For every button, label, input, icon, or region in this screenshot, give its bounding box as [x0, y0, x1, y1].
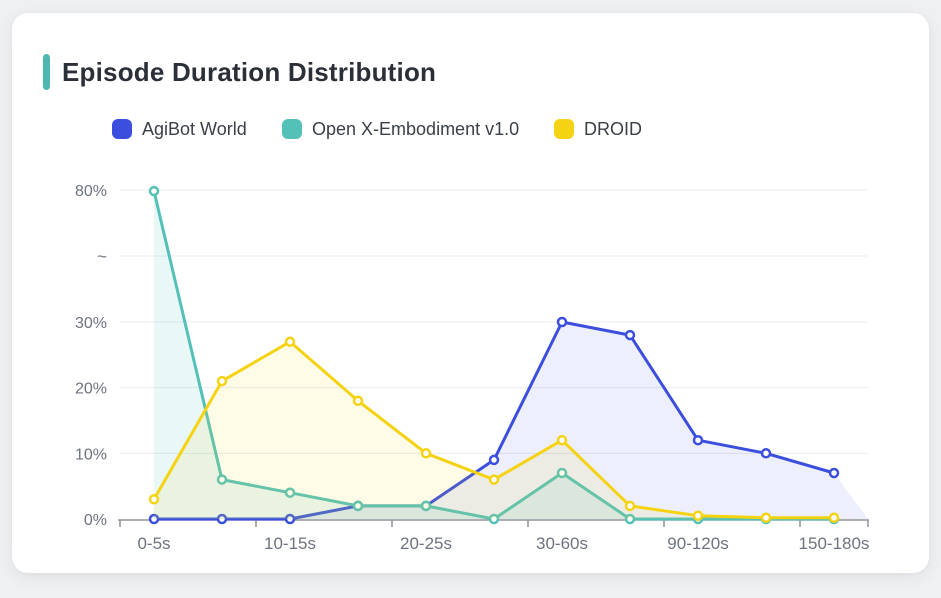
- legend-label-droid: DROID: [584, 118, 642, 139]
- page-title: Episode Duration Distribution: [62, 57, 437, 87]
- legend-label-agibot-world: AgiBot World: [142, 118, 247, 139]
- svg-text:10-15s: 10-15s: [264, 534, 316, 553]
- chart-canvas[interactable]: 0% 10% 20% 30% ~80% 0-5s 10-15s 20-25s 30-60s 90-…: [12, 13, 929, 573]
- legend-swatch-agibot-world: [112, 119, 132, 139]
- area-open-x-embodiment-v1-0: [154, 191, 868, 519]
- svg-text:0-5s: 0-5s: [137, 534, 170, 553]
- svg-text:~: ~: [97, 247, 107, 266]
- points-open-x-embodiment-v1-0: [148, 185, 840, 525]
- svg-text:30-60s: 30-60s: [536, 534, 588, 553]
- card-header: Episode Duration Distribution: [43, 53, 436, 91]
- svg-text:20%: 20%: [75, 381, 107, 398]
- legend-item-agibot-world[interactable]: AgiBot World: [112, 116, 247, 142]
- series-droid: [148, 336, 868, 523]
- svg-text:20-25s: 20-25s: [400, 534, 452, 553]
- legend-swatch-droid: [554, 119, 574, 139]
- svg-text:30%: 30%: [75, 315, 107, 332]
- points-droid: [148, 336, 840, 523]
- y-gridlines: [120, 189, 868, 454]
- svg-text:150-180s: 150-180s: [799, 534, 870, 553]
- svg-text:90-120s: 90-120s: [667, 534, 728, 553]
- chart-card: Episode Duration Distribution AgiBot Wor…: [12, 13, 929, 573]
- legend-label-open-x-embodiment: Open X-Embodiment v1.0: [312, 118, 520, 139]
- legend-swatch-open-x-embodiment: [282, 119, 302, 139]
- svg-text:10%: 10%: [75, 446, 107, 463]
- svg-text:80%: 80%: [75, 183, 107, 200]
- svg-text:0%: 0%: [84, 512, 107, 529]
- y-axis-labels: 0% 10% 20% 30% ~80%: [75, 183, 107, 529]
- area-droid: [154, 341, 868, 519]
- legend: AgiBot World Open X-Embodiment v1.0 DROI…: [12, 116, 929, 142]
- legend-item-open-x-embodiment[interactable]: Open X-Embodiment v1.0: [282, 116, 519, 142]
- series-open-x-embodiment-v1-0: [148, 185, 868, 525]
- x-axis-labels: 0-5s 10-15s 20-25s 30-60s 90-120s 150-180s: [137, 534, 869, 553]
- legend-item-droid[interactable]: DROID: [554, 116, 642, 142]
- area-agibot-world: [154, 322, 868, 519]
- title-accent-bar: [43, 54, 50, 90]
